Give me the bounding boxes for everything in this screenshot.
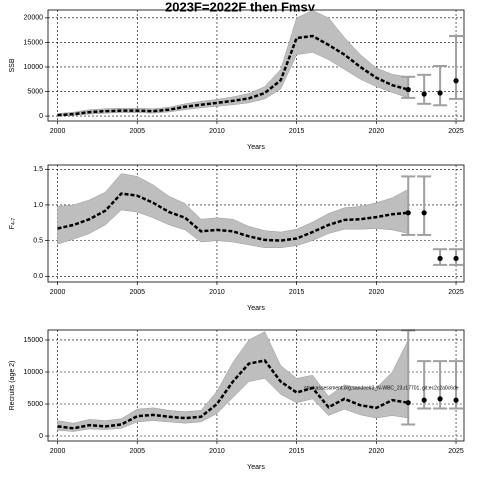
point bbox=[405, 210, 411, 216]
y-tick-label: 10000 bbox=[24, 64, 44, 71]
y-tick-label: 1.5 bbox=[33, 166, 43, 173]
y-axis-label-main: F bbox=[9, 225, 16, 229]
x-tick-label: 2015 bbox=[289, 128, 305, 135]
plot-frame bbox=[47, 329, 465, 442]
y-tick-label: 10000 bbox=[24, 369, 44, 376]
x-tick-label: 2010 bbox=[209, 448, 225, 455]
panel: 2000 2005 2010 2015 2020 2025 0 5000 10000 15000 Y… bbox=[9, 329, 465, 471]
y-tick-label: 1.0 bbox=[33, 202, 43, 209]
x-tick-label: 2005 bbox=[129, 128, 145, 135]
x-tick-label: 2010 bbox=[209, 289, 225, 296]
plot-frame bbox=[47, 164, 465, 283]
point bbox=[453, 78, 459, 84]
x-axis-label: Years bbox=[247, 464, 265, 471]
y-tick-label: 0.5 bbox=[33, 237, 43, 244]
x-tick-label: 2000 bbox=[50, 289, 66, 296]
point bbox=[437, 255, 443, 262]
figure-title: 2023F=2022F then Fmsy bbox=[165, 0, 316, 14]
point bbox=[405, 86, 411, 93]
y-tick-label: 0 bbox=[39, 113, 43, 120]
estimate-line bbox=[57, 192, 409, 242]
x-tick-label: 2025 bbox=[448, 128, 464, 135]
y-axis-label-main: Recruits (age 2) bbox=[9, 361, 16, 411]
point bbox=[421, 91, 427, 97]
y-axis-label: F4-7 bbox=[9, 218, 17, 230]
point bbox=[437, 396, 443, 402]
x-axis-label: Years bbox=[247, 144, 265, 151]
y-tick-label: 20000 bbox=[24, 15, 44, 22]
estimate-line bbox=[57, 34, 409, 117]
panel: 2000 2005 2010 2015 2020 2025 0 5000 10000 15000 2… bbox=[9, 9, 465, 151]
x-tick-label: 2005 bbox=[129, 448, 145, 455]
y-tick-label: 5000 bbox=[27, 88, 43, 95]
x-tick-label: 2015 bbox=[289, 448, 305, 455]
estimate-line bbox=[57, 359, 409, 430]
panel: 2000 2005 2010 2015 2020 2025 0.0 0.5 1.0 1.5 Year… bbox=[9, 164, 465, 312]
point bbox=[421, 397, 427, 403]
x-axis-label: Years bbox=[247, 305, 265, 312]
point bbox=[421, 210, 427, 216]
y-tick-label: 15000 bbox=[24, 337, 44, 344]
y-axis-label-sub: 4-7 bbox=[11, 218, 17, 225]
x-tick-label: 2025 bbox=[448, 289, 464, 296]
x-tick-label: 2015 bbox=[289, 289, 305, 296]
point bbox=[453, 397, 459, 403]
point bbox=[453, 255, 459, 262]
y-tick-label: 15000 bbox=[24, 39, 44, 46]
annotation: stockassessment.org,sandeelr3_N-WBC_23,r… bbox=[304, 385, 459, 391]
y-axis-label: Recruits (age 2) bbox=[9, 361, 16, 411]
x-tick-label: 2020 bbox=[369, 289, 385, 296]
x-tick-label: 2000 bbox=[50, 128, 66, 135]
point bbox=[405, 400, 411, 406]
x-tick-label: 2020 bbox=[369, 448, 385, 455]
x-tick-label: 2010 bbox=[209, 128, 225, 135]
x-tick-label: 2020 bbox=[369, 128, 385, 135]
plot-frame bbox=[47, 9, 465, 122]
y-axis-label-main: SSB bbox=[9, 58, 16, 72]
y-tick-label: 0.0 bbox=[33, 273, 43, 280]
y-axis-label: SSB bbox=[9, 58, 16, 72]
point bbox=[437, 90, 443, 96]
y-tick-label: 5000 bbox=[27, 401, 43, 408]
x-tick-label: 2000 bbox=[50, 448, 66, 455]
x-tick-label: 2025 bbox=[448, 448, 464, 455]
x-tick-label: 2005 bbox=[129, 289, 145, 296]
y-tick-label: 0 bbox=[39, 433, 43, 440]
